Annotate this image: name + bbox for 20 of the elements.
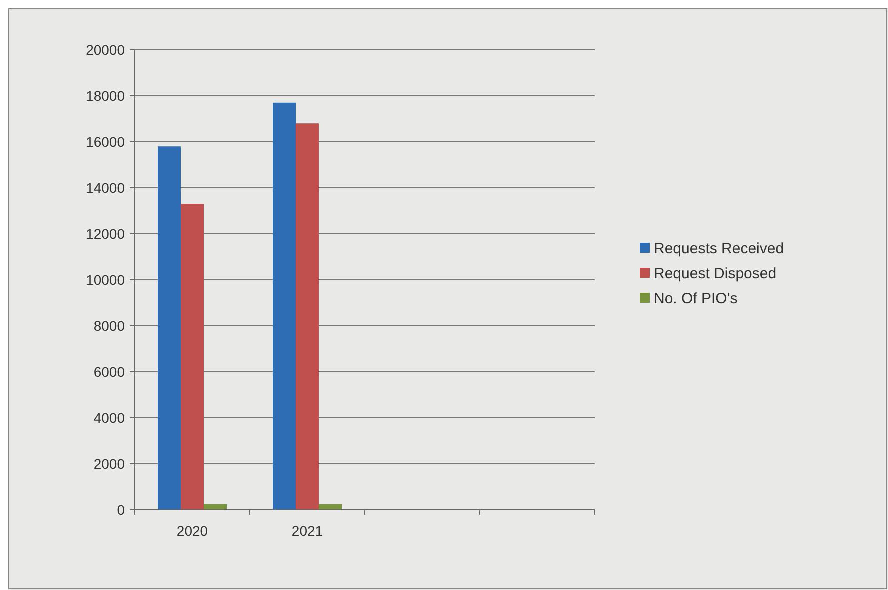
y-tick-label: 16000	[86, 134, 126, 150]
bar	[158, 146, 181, 510]
legend-label: No. Of PIO's	[654, 290, 738, 308]
y-tick-label: 2000	[94, 456, 126, 472]
bar	[296, 124, 319, 510]
y-tick-label: 18000	[86, 88, 126, 104]
bar	[273, 102, 296, 510]
y-tick-label: 4000	[94, 410, 126, 426]
y-tick-label: 6000	[94, 364, 126, 380]
x-tick-label: 2020	[176, 523, 208, 539]
y-tick-label: 0	[117, 502, 126, 518]
legend-label: Requests Received	[654, 240, 784, 258]
y-tick-label: 20000	[86, 42, 126, 58]
x-tick-label: 2021	[292, 523, 324, 539]
y-tick-label: 14000	[86, 180, 126, 196]
bar	[181, 204, 204, 510]
y-tick-label: 8000	[94, 318, 126, 334]
y-tick-label: 10000	[86, 272, 126, 288]
legend-label: Request Disposed	[654, 265, 777, 282]
y-tick-label: 12000	[86, 226, 126, 242]
